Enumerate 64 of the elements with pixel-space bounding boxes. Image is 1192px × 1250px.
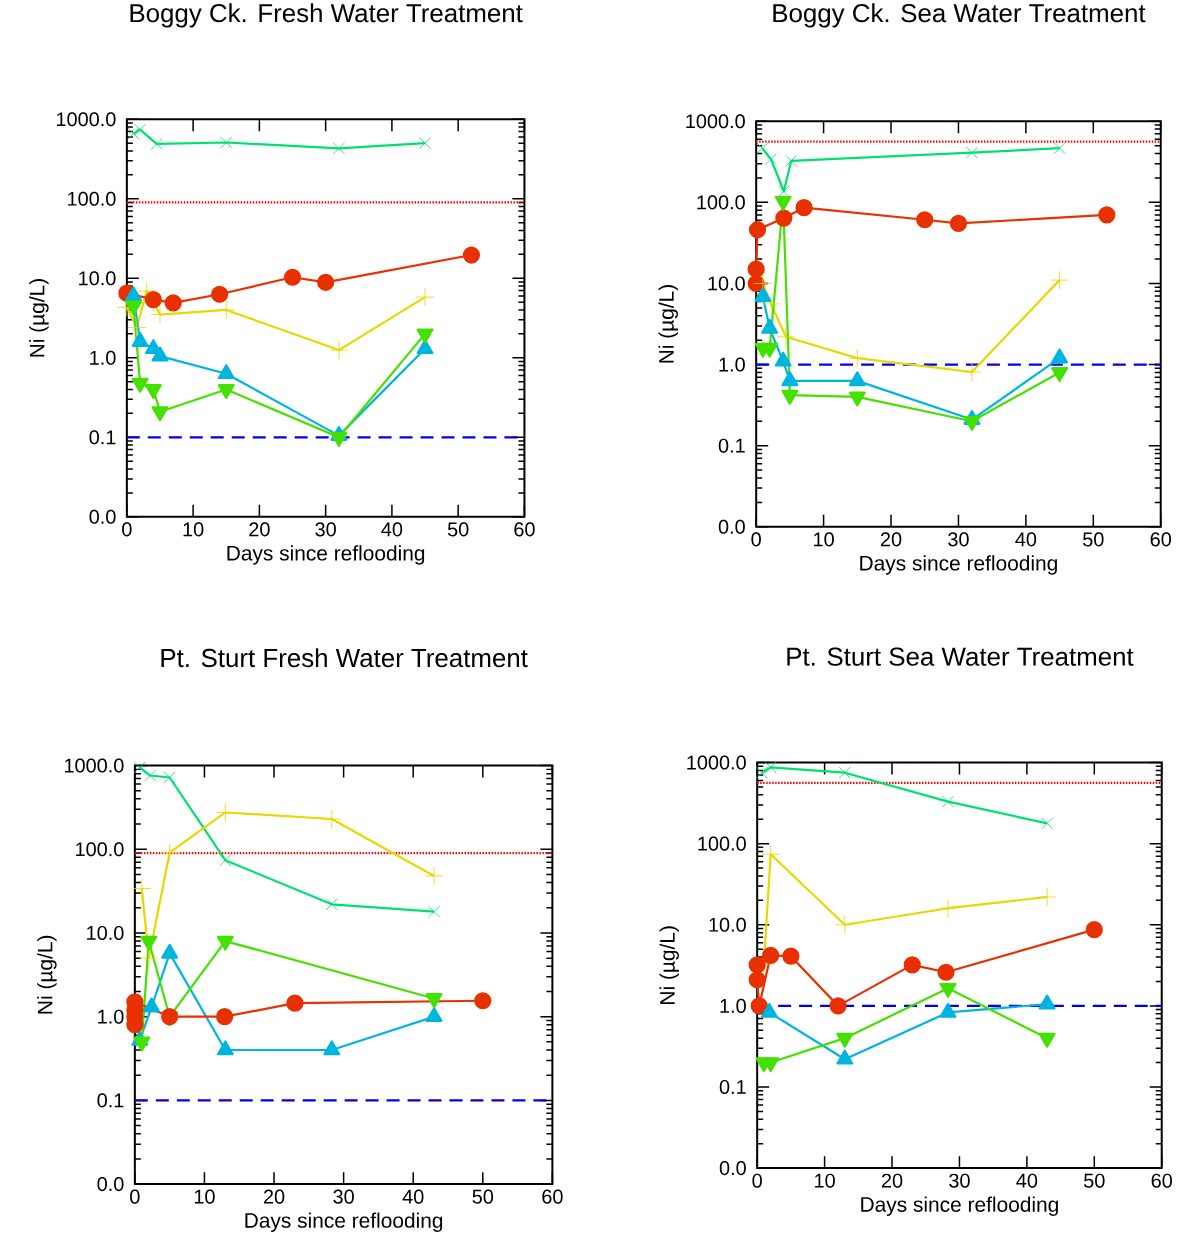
x-tick-label: 40 [402,1189,424,1204]
y-tick-label: 10.0 [79,271,116,286]
x-tick-label: 60 [514,522,535,537]
y-tick-label: 1000.0 [686,114,746,129]
x-tick-label: 60 [542,1189,563,1204]
chart-title: Pt. Sturt Fresh Water Treatment [161,648,528,668]
y-tick-label: 0.0 [719,1161,747,1176]
y-tick-label: 10.0 [87,925,124,940]
x-tick-label: 0 [752,1173,763,1188]
y-tick-label: 0.0 [97,1177,124,1192]
y-tick-label: 0.1 [719,1079,746,1095]
x-tick-label: 10 [815,1173,836,1188]
x-tick-label: 0 [130,1189,140,1204]
y-tick-label: 100.0 [76,842,124,857]
y-tick-label: 1.0 [90,350,116,365]
x-tick-label: 50 [472,1189,494,1204]
y-tick-label: 0.1 [718,438,745,453]
y-tick-label: 0.0 [718,519,746,534]
x-tick-label: 50 [448,522,469,537]
chart-title: Pt. Sturt Sea Water Treatment [787,647,1134,666]
x-tick-label: 60 [1151,1173,1173,1188]
y-tick-label: 1000.0 [57,112,116,127]
x-tick-label: 0 [122,522,132,537]
y-tick-label: 100.0 [697,195,746,210]
y-axis-title: Ni (µg/L) [658,285,679,363]
x-tick-label: 30 [333,1189,355,1204]
y-tick-label: 100.0 [68,191,116,206]
x-tick-label: 30 [949,1173,970,1188]
y-tick-label: 1.0 [98,1009,124,1024]
x-tick-label: 20 [882,1173,903,1188]
y-axis-title: Ni (µg/L) [37,935,57,1014]
x-tick-label: 20 [881,532,902,547]
y-tick-label: 1000.0 [65,758,124,773]
x-tick-label: 40 [1015,532,1037,547]
x-tick-label: 30 [315,522,337,537]
y-tick-label: 0.1 [97,1093,124,1108]
y-tick-label: 1.0 [719,357,746,372]
x-tick-label: 50 [1084,1173,1105,1188]
x-axis-title: Days since reflooding [245,1212,443,1233]
y-tick-label: 1000.0 [687,755,747,770]
chart-title: Boggy Ck. Fresh Water Treatment [130,3,523,28]
x-axis-title: Days since reflooding [860,555,1058,575]
y-tick-label: 1.0 [720,998,747,1013]
y-axis-title: Ni (µg/L) [659,926,680,1004]
x-tick-label: 30 [948,532,969,547]
x-axis-title: Days since reflooding [861,1196,1059,1217]
y-tick-label: 0.1 [89,430,116,445]
x-tick-label: 10 [195,1189,215,1204]
x-tick-label: 60 [1150,532,1172,547]
y-tick-label: 10.0 [708,276,746,291]
x-tick-label: 20 [264,1189,285,1204]
x-tick-label: 10 [183,522,204,537]
y-tick-label: 10.0 [709,917,747,932]
x-tick-label: 0 [751,532,762,547]
x-tick-label: 20 [249,522,270,537]
x-tick-label: 50 [1083,532,1104,547]
x-tick-label: 40 [1016,1173,1038,1188]
chart-title: Boggy Ck. Sea Water Treatment [773,3,1146,28]
y-axis-title: Ni (µg/L) [29,279,49,357]
x-axis-title: Days since reflooding [227,545,425,565]
y-tick-label: 0.0 [89,509,116,524]
y-tick-label: 100.0 [698,836,747,851]
x-tick-label: 40 [381,522,403,537]
x-tick-label: 10 [814,532,835,547]
